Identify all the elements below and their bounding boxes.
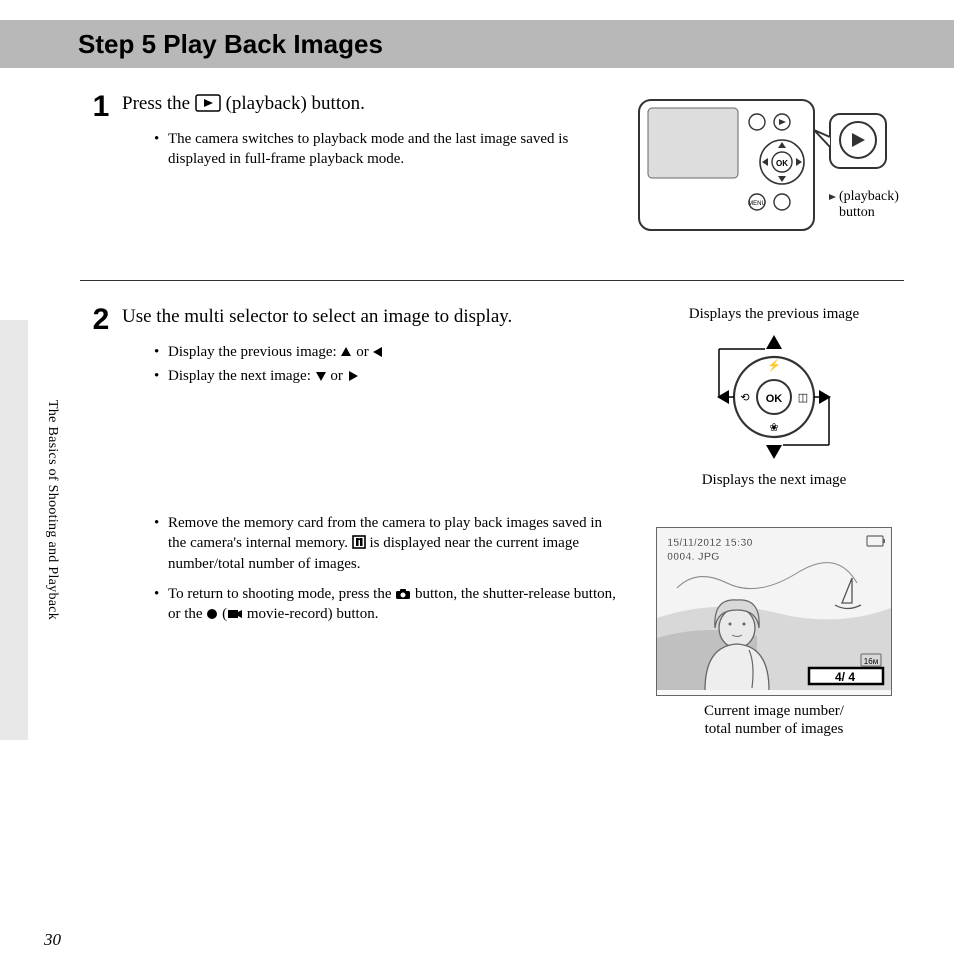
step-2: 2 Use the multi selector to select an im… <box>80 281 904 756</box>
svg-text:15/11/2012 15:30: 15/11/2012 15:30 <box>667 537 753 549</box>
svg-text:OK: OK <box>776 159 788 168</box>
bullet-item: •To return to shooting mode, press the b… <box>154 584 624 625</box>
camera-icon <box>395 588 411 600</box>
svg-text:OK: OK <box>766 393 783 405</box>
header-gutter <box>0 20 50 68</box>
svg-text:4/ 4: 4/ 4 <box>835 670 855 684</box>
left-arrow-icon <box>372 346 384 358</box>
record-dot-icon <box>206 608 218 620</box>
bullet-item: •The camera switches to playback mode an… <box>154 129 614 170</box>
page-title: Step 5 Play Back Images <box>78 29 383 60</box>
step-1: 1 Press the (playback) button. •The came… <box>80 68 904 281</box>
page-number: 30 <box>44 930 61 950</box>
svg-text:❀: ❀ <box>769 422 778 434</box>
step-1-bullets: •The camera switches to playback mode an… <box>122 129 614 170</box>
bullet-item: •Remove the memory card from the camera … <box>154 513 624 574</box>
step-number-1: 1 <box>80 92 122 262</box>
movie-icon <box>227 608 243 620</box>
svg-text:button: button <box>839 205 875 220</box>
svg-text:⚡: ⚡ <box>767 359 781 372</box>
content-area: 1 Press the (playback) button. •The came… <box>0 68 954 756</box>
playback-icon <box>195 94 221 112</box>
step-2-title: Use the multi selector to select an imag… <box>122 305 624 330</box>
step-2-body: Use the multi selector to select an imag… <box>122 305 904 738</box>
caption-count: Current image number/ total number of im… <box>644 702 904 738</box>
svg-text:16м: 16м <box>864 657 878 666</box>
svg-text:⟲: ⟲ <box>740 392 749 404</box>
bullet-item: •Display the previous image: or <box>154 342 624 362</box>
svg-text:MENU: MENU <box>748 201 766 207</box>
camera-figure: OK MENU <box>634 92 904 262</box>
caption-prev: Displays the previous image <box>644 305 904 323</box>
svg-text:(playback): (playback) <box>839 189 899 204</box>
step-2-bullets-a: •Display the previous image: or •Display… <box>122 342 624 387</box>
internal-memory-icon <box>352 535 366 549</box>
svg-text:0004. JPG: 0004. JPG <box>667 551 720 563</box>
page-header: Step 5 Play Back Images <box>0 20 954 68</box>
step-number-2: 2 <box>80 305 122 738</box>
step-1-body: Press the (playback) button. •The camera… <box>122 92 904 262</box>
multi-selector-figure: OK ⚡ ❀ ⟲ ◫ <box>659 327 889 467</box>
sample-screen: 15/11/2012 15:30 0004. JPG 4/ 4 16м <box>656 527 892 696</box>
step-1-title: Press the (playback) button. <box>122 92 614 117</box>
step-2-bullets-b: •Remove the memory card from the camera … <box>122 513 624 624</box>
right-arrow-icon <box>347 370 359 382</box>
caption-next: Displays the next image <box>644 471 904 489</box>
bullet-item: •Display the next image: or <box>154 366 624 386</box>
up-arrow-icon <box>340 346 352 358</box>
svg-text:◫: ◫ <box>798 392 808 404</box>
header-main: Step 5 Play Back Images <box>50 20 954 68</box>
down-arrow-icon <box>315 370 327 382</box>
